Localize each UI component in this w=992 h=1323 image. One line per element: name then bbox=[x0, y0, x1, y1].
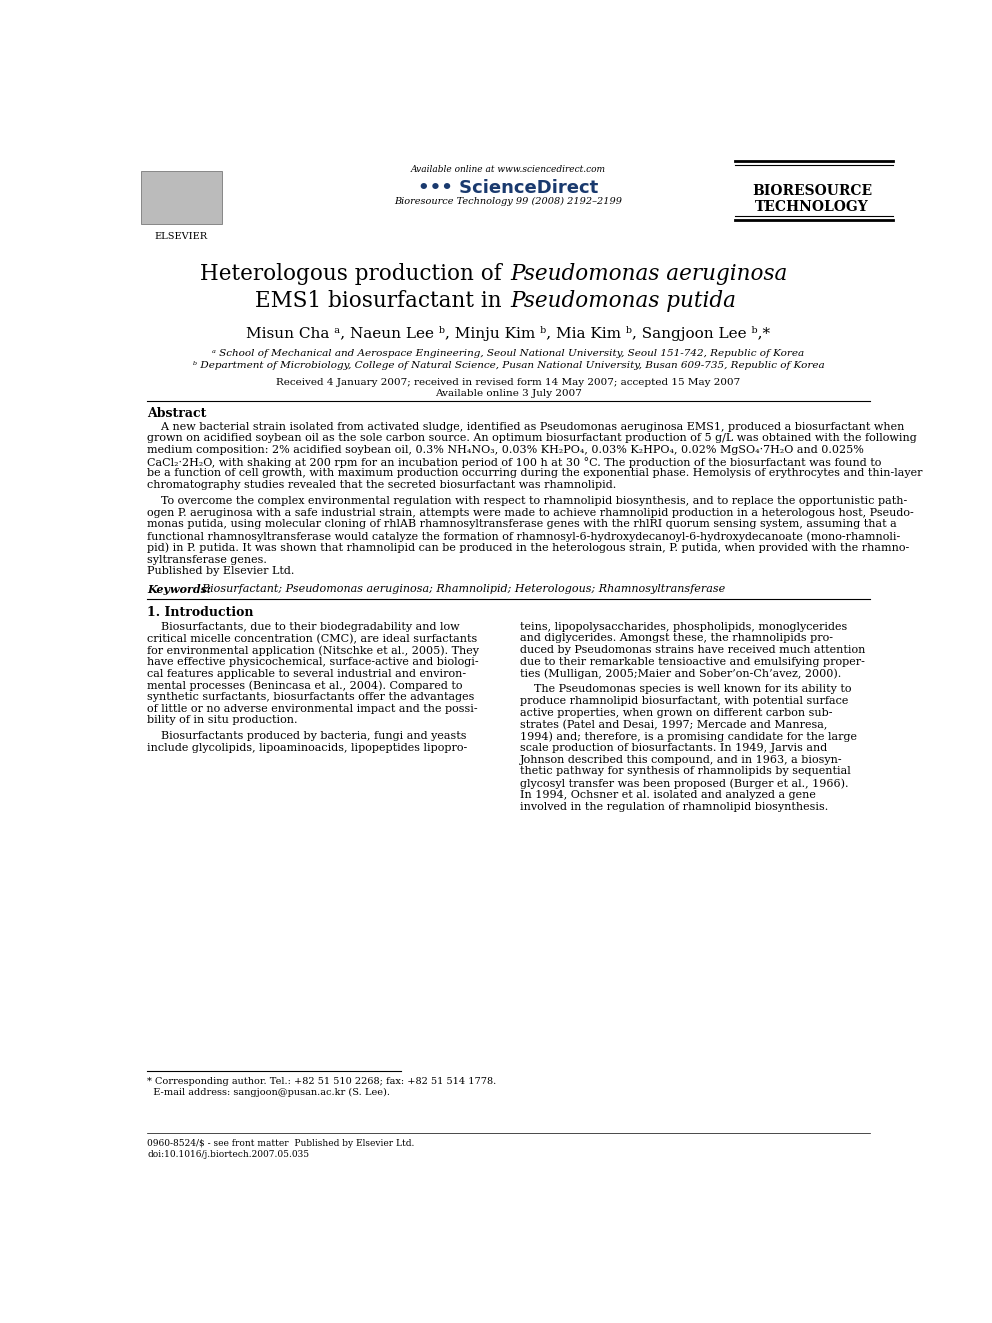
Text: active properties, when grown on different carbon sub-: active properties, when grown on differe… bbox=[520, 708, 832, 718]
Text: produce rhamnolipid biosurfactant, with potential surface: produce rhamnolipid biosurfactant, with … bbox=[520, 696, 848, 706]
Text: ties (Mulligan, 2005;Maier and Sober’on-Ch’avez, 2000).: ties (Mulligan, 2005;Maier and Sober’on-… bbox=[520, 668, 841, 679]
Text: Johnson described this compound, and in 1963, a biosyn-: Johnson described this compound, and in … bbox=[520, 754, 842, 765]
Text: E-mail address: sangjoon@pusan.ac.kr (S. Lee).: E-mail address: sangjoon@pusan.ac.kr (S.… bbox=[147, 1088, 390, 1097]
Text: doi:10.1016/j.biortech.2007.05.035: doi:10.1016/j.biortech.2007.05.035 bbox=[147, 1150, 310, 1159]
Text: medium composition: 2% acidified soybean oil, 0.3% NH₄NO₃, 0.03% KH₂PO₄, 0.03% K: medium composition: 2% acidified soybean… bbox=[147, 445, 864, 455]
Text: Misun Cha ᵃ, Naeun Lee ᵇ, Minju Kim ᵇ, Mia Kim ᵇ, Sangjoon Lee ᵇ,*: Misun Cha ᵃ, Naeun Lee ᵇ, Minju Kim ᵇ, M… bbox=[246, 325, 771, 341]
Text: scale production of biosurfactants. In 1949, Jarvis and: scale production of biosurfactants. In 1… bbox=[520, 744, 827, 753]
Text: duced by Pseudomonas strains have received much attention: duced by Pseudomonas strains have receiv… bbox=[520, 646, 865, 655]
Text: bility of in situ production.: bility of in situ production. bbox=[147, 716, 298, 725]
Text: syltransferase genes.: syltransferase genes. bbox=[147, 554, 267, 565]
Text: grown on acidified soybean oil as the sole carbon source. An optimum biosurfacta: grown on acidified soybean oil as the so… bbox=[147, 434, 917, 443]
Text: 1. Introduction: 1. Introduction bbox=[147, 606, 254, 619]
Text: glycosyl transfer was been proposed (Burger et al., 1966).: glycosyl transfer was been proposed (Bur… bbox=[520, 778, 848, 789]
Text: CaCl₂·2H₂O, with shaking at 200 rpm for an incubation period of 100 h at 30 °C. : CaCl₂·2H₂O, with shaking at 200 rpm for … bbox=[147, 456, 882, 467]
Text: pid) in P. putida. It was shown that rhamnolipid can be produced in the heterolo: pid) in P. putida. It was shown that rha… bbox=[147, 542, 910, 553]
Text: 1994) and; therefore, is a promising candidate for the large: 1994) and; therefore, is a promising can… bbox=[520, 732, 857, 742]
Text: teins, lipopolysaccharides, phospholipids, monoglycerides: teins, lipopolysaccharides, phospholipid… bbox=[520, 622, 847, 632]
Text: be a function of cell growth, with maximum production occurring during the expon: be a function of cell growth, with maxim… bbox=[147, 468, 923, 479]
Text: Pseudomonas aeruginosa: Pseudomonas aeruginosa bbox=[510, 263, 788, 284]
Text: In 1994, Ochsner et al. isolated and analyzed a gene: In 1994, Ochsner et al. isolated and ana… bbox=[520, 790, 815, 800]
Text: Biosurfactants produced by bacteria, fungi and yeasts: Biosurfactants produced by bacteria, fun… bbox=[147, 732, 466, 741]
Text: Published by Elsevier Ltd.: Published by Elsevier Ltd. bbox=[147, 566, 295, 577]
Text: chromatography studies revealed that the secreted biosurfactant was rhamnolipid.: chromatography studies revealed that the… bbox=[147, 480, 616, 490]
Text: ᵇ Department of Microbiology, College of Natural Science, Pusan National Univers: ᵇ Department of Microbiology, College of… bbox=[192, 361, 824, 370]
Text: for environmental application (Nitschke et al., 2005). They: for environmental application (Nitschke … bbox=[147, 646, 479, 656]
Text: and diglycerides. Amongst these, the rhamnolipids pro-: and diglycerides. Amongst these, the rha… bbox=[520, 634, 833, 643]
Text: Keywords:: Keywords: bbox=[147, 583, 211, 595]
Text: Received 4 January 2007; received in revised form 14 May 2007; accepted 15 May 2: Received 4 January 2007; received in rev… bbox=[277, 378, 740, 386]
Text: include glycolipids, lipoaminoacids, lipopeptides lipopro-: include glycolipids, lipoaminoacids, lip… bbox=[147, 744, 467, 753]
Text: have effective physicochemical, surface-active and biologi-: have effective physicochemical, surface-… bbox=[147, 658, 479, 667]
FancyBboxPatch shape bbox=[141, 171, 221, 224]
Text: thetic pathway for synthesis of rhamnolipids by sequential: thetic pathway for synthesis of rhamnoli… bbox=[520, 766, 851, 777]
Text: critical micelle concentration (CMC), are ideal surfactants: critical micelle concentration (CMC), ar… bbox=[147, 634, 477, 644]
Text: Biosurfactants, due to their biodegradability and low: Biosurfactants, due to their biodegradab… bbox=[147, 622, 459, 632]
Text: Available online at www.sciencedirect.com: Available online at www.sciencedirect.co… bbox=[411, 165, 606, 173]
Text: The Pseudomonas species is well known for its ability to: The Pseudomonas species is well known fo… bbox=[520, 684, 851, 695]
Text: Pseudomonas putida: Pseudomonas putida bbox=[510, 290, 736, 312]
Text: functional rhamnosyltransferase would catalyze the formation of rhamnosyl-6-hydr: functional rhamnosyltransferase would ca… bbox=[147, 531, 901, 541]
Text: 0960-8524/$ - see front matter  Published by Elsevier Ltd.: 0960-8524/$ - see front matter Published… bbox=[147, 1139, 415, 1148]
Text: EMS1 biosurfactant in: EMS1 biosurfactant in bbox=[255, 290, 509, 312]
Text: of little or no adverse environmental impact and the possi-: of little or no adverse environmental im… bbox=[147, 704, 478, 714]
Text: monas putida, using molecular cloning of rhlAB rhamnosyltransferase genes with t: monas putida, using molecular cloning of… bbox=[147, 520, 897, 529]
Text: Available online 3 July 2007: Available online 3 July 2007 bbox=[434, 389, 582, 398]
Text: Heterologous production of: Heterologous production of bbox=[199, 263, 509, 284]
Text: BIORESOURCE
TECHNOLOGY: BIORESOURCE TECHNOLOGY bbox=[752, 184, 872, 214]
Text: Abstract: Abstract bbox=[147, 407, 206, 421]
Text: A new bacterial strain isolated from activated sludge, identified as Pseudomonas: A new bacterial strain isolated from act… bbox=[147, 422, 905, 431]
Text: synthetic surfactants, biosurfactants offer the advantages: synthetic surfactants, biosurfactants of… bbox=[147, 692, 474, 703]
Text: ᵃ School of Mechanical and Aerospace Engineering, Seoul National University, Seo: ᵃ School of Mechanical and Aerospace Eng… bbox=[212, 349, 805, 359]
Text: due to their remarkable tensioactive and emulsifying proper-: due to their remarkable tensioactive and… bbox=[520, 658, 865, 667]
Text: Bioresource Technology 99 (2008) 2192–2199: Bioresource Technology 99 (2008) 2192–21… bbox=[395, 196, 622, 205]
Text: mental processes (Benincasa et al., 2004). Compared to: mental processes (Benincasa et al., 2004… bbox=[147, 680, 462, 691]
Text: ogen P. aeruginosa with a safe industrial strain, attempts were made to achieve : ogen P. aeruginosa with a safe industria… bbox=[147, 508, 914, 517]
Text: * Corresponding author. Tel.: +82 51 510 2268; fax: +82 51 514 1778.: * Corresponding author. Tel.: +82 51 510… bbox=[147, 1077, 496, 1086]
Text: To overcome the complex environmental regulation with respect to rhamnolipid bio: To overcome the complex environmental re… bbox=[147, 496, 908, 505]
Text: Biosurfactant; Pseudomonas aeruginosa; Rhamnolipid; Heterologous; Rhamnosyltrans: Biosurfactant; Pseudomonas aeruginosa; R… bbox=[195, 583, 726, 594]
Text: ELSEVIER: ELSEVIER bbox=[155, 232, 207, 241]
Text: cal features applicable to several industrial and environ-: cal features applicable to several indus… bbox=[147, 668, 466, 679]
Text: ••• ScienceDirect: ••• ScienceDirect bbox=[419, 179, 598, 197]
Text: involved in the regulation of rhamnolipid biosynthesis.: involved in the regulation of rhamnolipi… bbox=[520, 802, 828, 811]
Text: strates (Patel and Desai, 1997; Mercade and Manresa,: strates (Patel and Desai, 1997; Mercade … bbox=[520, 720, 827, 730]
